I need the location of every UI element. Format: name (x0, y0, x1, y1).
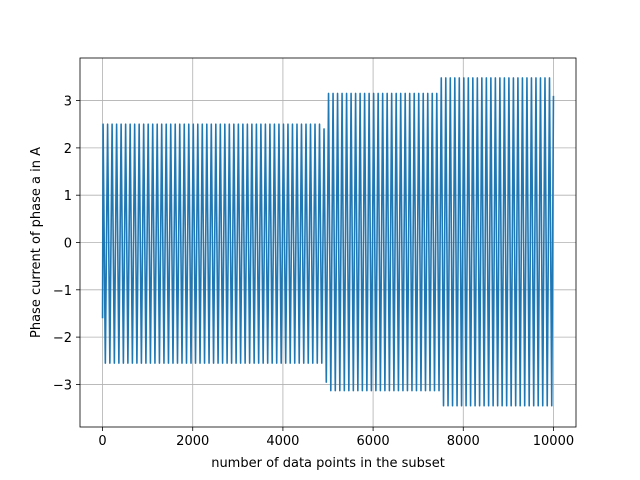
y-tick-label: 3 (64, 95, 72, 110)
x-tick-label: 6000 (357, 434, 390, 449)
x-tick-label: 8000 (447, 434, 480, 449)
y-tick-label: −3 (53, 378, 72, 393)
y-tick-label: 2 (64, 142, 72, 157)
y-axis-label: Phase current of phase a in A (29, 147, 44, 338)
y-axis-ticks: −3 −2 −1 0 1 2 3 (53, 95, 80, 393)
series-line-phase-current (101, 77, 555, 407)
x-tick-label: 10000 (533, 434, 574, 449)
series-layer (101, 77, 555, 407)
x-axis-ticks: 0 2000 4000 6000 8000 10000 (98, 427, 574, 449)
x-tick-label: 2000 (176, 434, 209, 449)
y-tick-label: 1 (64, 189, 72, 204)
y-tick-label: −1 (53, 284, 72, 299)
x-tick-label: 0 (98, 434, 106, 449)
x-axis-label: number of data points in the subset (211, 456, 445, 471)
y-tick-label: 0 (64, 237, 72, 252)
y-tick-label: −2 (53, 331, 72, 346)
x-tick-label: 4000 (266, 434, 299, 449)
